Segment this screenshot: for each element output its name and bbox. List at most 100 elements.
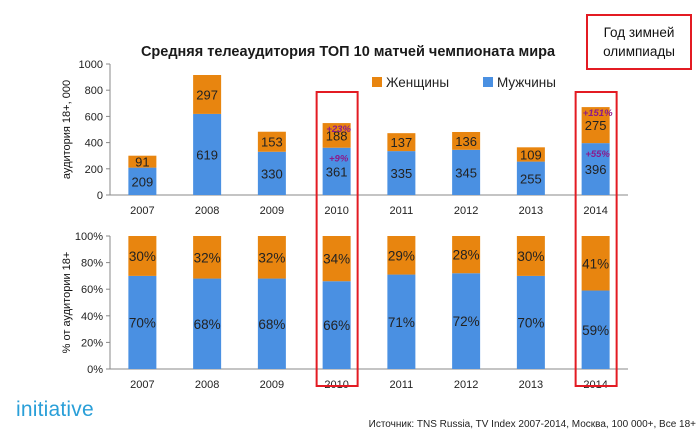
y-tick-label: 60% bbox=[81, 284, 103, 296]
bar-women bbox=[322, 123, 351, 148]
bar-men bbox=[387, 274, 416, 369]
bar-women bbox=[452, 131, 481, 150]
highlight-box-2010 bbox=[315, 91, 359, 387]
data-label-women: 32% bbox=[258, 250, 285, 265]
x-tick-label: 2008 bbox=[195, 379, 219, 391]
legend-label-men: Мужчины bbox=[497, 75, 556, 90]
data-label-women: 137 bbox=[391, 135, 413, 150]
bar-women bbox=[452, 236, 481, 274]
bar-men bbox=[193, 278, 222, 369]
x-tick-label: 2009 bbox=[260, 205, 284, 217]
data-label-men: 70% bbox=[517, 315, 544, 330]
bar-women bbox=[193, 236, 222, 279]
y-tick-label: 20% bbox=[81, 337, 103, 349]
y-tick-label: 0% bbox=[87, 364, 103, 376]
growth-annotation: +55% bbox=[585, 149, 610, 160]
bar-women bbox=[193, 75, 222, 114]
data-label-women: 136 bbox=[455, 134, 477, 149]
x-tick-label: 2012 bbox=[454, 205, 478, 217]
bar-men bbox=[581, 143, 610, 195]
data-label-women: 29% bbox=[388, 248, 415, 263]
y-axis-label: % от аудитории 18+ bbox=[61, 252, 73, 354]
bar-men bbox=[322, 147, 351, 195]
bar-men bbox=[516, 275, 545, 369]
x-tick-label: 2013 bbox=[519, 205, 543, 217]
bar-men bbox=[257, 151, 286, 195]
data-label-men: 361 bbox=[326, 164, 348, 179]
bar-men bbox=[452, 273, 481, 369]
bar-men bbox=[128, 167, 157, 195]
y-tick-label: 600 bbox=[85, 111, 103, 123]
growth-annotation: +23% bbox=[326, 124, 351, 135]
y-tick-label: 1000 bbox=[79, 59, 103, 71]
data-label-women: 109 bbox=[520, 147, 542, 162]
data-label-women: 30% bbox=[517, 249, 544, 264]
data-label-men: 209 bbox=[132, 174, 154, 189]
data-label-men: 330 bbox=[261, 166, 283, 181]
x-tick-label: 2009 bbox=[260, 379, 284, 391]
growth-annotation: +9% bbox=[329, 154, 349, 165]
data-label-women: 41% bbox=[582, 256, 609, 271]
bar-men bbox=[581, 290, 610, 369]
data-label-men: 345 bbox=[455, 165, 477, 180]
x-tick-label: 2007 bbox=[130, 205, 154, 217]
bar-women bbox=[128, 155, 157, 168]
callout-line-1: Год зимней bbox=[603, 25, 675, 40]
bar-men bbox=[387, 151, 416, 195]
data-label-men: 68% bbox=[194, 317, 221, 332]
bar-men bbox=[257, 278, 286, 369]
data-label-men: 72% bbox=[453, 314, 480, 329]
bar-men bbox=[452, 149, 481, 195]
data-label-women: 153 bbox=[261, 135, 283, 150]
bar-women bbox=[257, 236, 286, 279]
callout-line-2: олимпиады bbox=[603, 44, 675, 59]
y-tick-label: 100% bbox=[75, 231, 103, 243]
data-label-men: 619 bbox=[196, 147, 218, 162]
y-tick-label: 800 bbox=[85, 85, 103, 97]
data-label-women: 91 bbox=[135, 155, 149, 170]
y-tick-label: 200 bbox=[85, 164, 103, 176]
highlight-box-2014 bbox=[574, 91, 618, 387]
bar-men bbox=[516, 161, 545, 195]
data-label-women: 275 bbox=[585, 118, 607, 133]
data-label-women: 32% bbox=[194, 250, 221, 265]
legend-label-women: Женщины bbox=[386, 75, 449, 90]
data-label-women: 30% bbox=[129, 249, 156, 264]
legend-swatch-women bbox=[372, 77, 382, 87]
bar-women bbox=[387, 133, 416, 152]
x-tick-label: 2008 bbox=[195, 205, 219, 217]
data-label-men: 66% bbox=[323, 318, 350, 333]
bar-women bbox=[516, 147, 545, 162]
data-label-men: 71% bbox=[388, 315, 415, 330]
bar-women bbox=[516, 236, 545, 276]
data-label-women: 28% bbox=[453, 248, 480, 263]
data-label-men: 70% bbox=[129, 315, 156, 330]
bar-men bbox=[322, 281, 351, 369]
data-label-men: 68% bbox=[258, 317, 285, 332]
x-tick-label: 2007 bbox=[130, 379, 154, 391]
growth-annotation: +151% bbox=[583, 108, 613, 119]
chart-title: Средняя телеаудитория ТОП 10 матчей чемп… bbox=[140, 44, 556, 60]
source-note: Источник: TNS Russia, TV Index 2007-2014… bbox=[368, 419, 696, 430]
x-tick-label: 2010 bbox=[324, 205, 348, 217]
y-tick-label: 400 bbox=[85, 138, 103, 150]
bar-women bbox=[128, 236, 157, 276]
data-label-women: 297 bbox=[196, 87, 218, 102]
x-tick-label: 2013 bbox=[519, 379, 543, 391]
bar-women bbox=[581, 107, 610, 144]
data-label-men: 335 bbox=[391, 166, 413, 181]
x-tick-label: 2011 bbox=[390, 379, 414, 391]
bar-men bbox=[193, 113, 222, 195]
bar-women bbox=[257, 131, 286, 152]
initiative-logo: initiative bbox=[16, 398, 94, 421]
bar-women bbox=[322, 236, 351, 282]
y-tick-label: 40% bbox=[81, 311, 103, 323]
data-label-men: 59% bbox=[582, 323, 609, 338]
bar-women bbox=[581, 236, 610, 291]
bar-women bbox=[387, 236, 416, 275]
bar-men bbox=[128, 275, 157, 369]
y-axis-label: аудитория 18+, 000 bbox=[61, 80, 73, 179]
data-label-men: 396 bbox=[585, 162, 607, 177]
winter-olympics-callout: Год зимней олимпиады bbox=[586, 14, 692, 70]
